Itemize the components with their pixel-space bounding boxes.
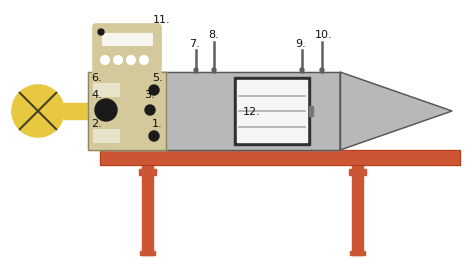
- Bar: [237, 80, 307, 142]
- Text: 5.: 5.: [152, 73, 163, 83]
- Circle shape: [95, 99, 117, 121]
- Bar: [93, 129, 119, 142]
- Text: 1.: 1.: [152, 119, 163, 129]
- Bar: [93, 83, 119, 96]
- Bar: [112, 72, 340, 150]
- Bar: [64, 103, 88, 119]
- Circle shape: [98, 29, 104, 35]
- Text: 12.: 12.: [243, 107, 261, 117]
- Bar: [88, 72, 166, 150]
- Circle shape: [12, 85, 64, 137]
- Circle shape: [139, 55, 148, 64]
- Bar: [140, 251, 155, 255]
- Bar: [309, 106, 313, 116]
- Circle shape: [212, 68, 216, 72]
- Bar: [142, 165, 153, 255]
- Circle shape: [149, 131, 159, 141]
- Circle shape: [194, 68, 198, 72]
- Bar: [349, 169, 366, 175]
- Bar: [352, 165, 363, 255]
- Circle shape: [100, 55, 109, 64]
- Bar: [350, 251, 365, 255]
- Bar: [100, 150, 460, 165]
- Text: 4.: 4.: [91, 90, 102, 100]
- Bar: [234, 77, 310, 145]
- Bar: [88, 72, 166, 150]
- Text: 11.: 11.: [153, 15, 171, 25]
- Text: 9.: 9.: [295, 39, 306, 49]
- Text: 7.: 7.: [189, 39, 200, 49]
- Polygon shape: [340, 72, 452, 150]
- Circle shape: [149, 85, 159, 95]
- Circle shape: [113, 55, 122, 64]
- Bar: [100, 150, 460, 165]
- Circle shape: [320, 68, 324, 72]
- Circle shape: [145, 105, 155, 115]
- Text: 3.: 3.: [144, 90, 155, 100]
- Circle shape: [127, 55, 136, 64]
- Text: 10.: 10.: [315, 30, 333, 40]
- Text: 2.: 2.: [91, 119, 102, 129]
- Circle shape: [300, 68, 304, 72]
- Bar: [112, 72, 340, 150]
- FancyBboxPatch shape: [93, 24, 161, 75]
- Bar: [139, 169, 156, 175]
- Text: 6.: 6.: [91, 73, 101, 83]
- Text: 8.: 8.: [208, 30, 219, 40]
- Bar: [102, 33, 152, 45]
